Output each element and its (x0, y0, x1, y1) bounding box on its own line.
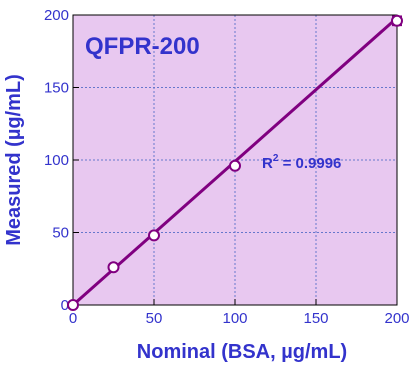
data-points (67, 14, 403, 311)
x-tick-label: 50 (146, 310, 163, 327)
data-point (229, 159, 241, 172)
y-tick-label: 150 (44, 80, 69, 97)
y-axis-title: Measured (µg/mL) (3, 74, 25, 246)
x-axis-title: Nominal (BSA, µg/mL) (137, 341, 347, 363)
r-squared-annotation: R2 = 0.9996 (262, 153, 341, 172)
y-tick-label: 0 (61, 297, 69, 314)
y-tick-labels: 0 50 100 150 200 (44, 7, 69, 314)
x-tick-label: 100 (222, 310, 247, 327)
data-point (391, 14, 403, 27)
chart-title: QFPR-200 (85, 33, 200, 60)
data-point (67, 299, 79, 311)
data-point (107, 261, 120, 274)
x-tick-labels: 0 50 100 150 200 (69, 310, 410, 327)
y-tick-label: 100 (44, 152, 69, 169)
x-tick-label: 200 (384, 310, 409, 327)
data-point (148, 229, 160, 242)
y-tick-label: 200 (44, 7, 69, 24)
y-tick-label: 50 (52, 225, 69, 242)
x-tick-label: 150 (303, 310, 328, 327)
x-tick-label: 0 (69, 310, 77, 327)
